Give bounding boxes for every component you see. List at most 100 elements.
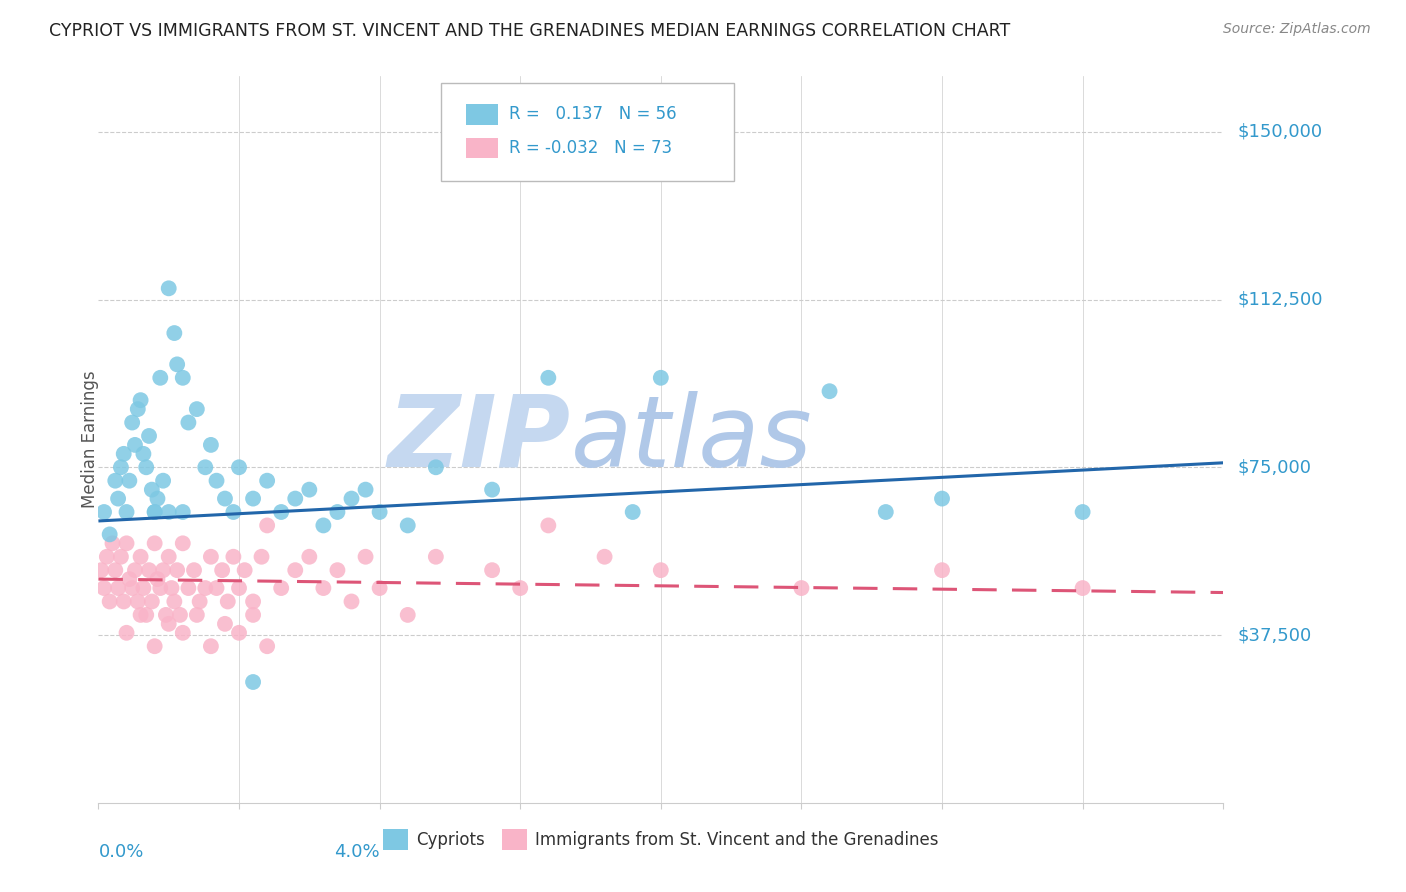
Point bbox=[101, 536, 124, 550]
Point bbox=[143, 536, 166, 550]
Point bbox=[211, 563, 233, 577]
Point bbox=[194, 581, 217, 595]
Point bbox=[124, 563, 146, 577]
Point bbox=[194, 460, 217, 475]
FancyBboxPatch shape bbox=[467, 137, 498, 158]
Point bbox=[107, 491, 129, 506]
Point bbox=[157, 505, 180, 519]
Point bbox=[650, 371, 672, 385]
Point bbox=[186, 402, 208, 417]
Point bbox=[256, 639, 278, 653]
Y-axis label: Median Earnings: Median Earnings bbox=[82, 370, 98, 508]
Point bbox=[425, 460, 447, 475]
Point bbox=[228, 625, 250, 640]
Point bbox=[172, 371, 194, 385]
Point bbox=[242, 491, 264, 506]
Point bbox=[593, 549, 616, 564]
Point bbox=[425, 549, 447, 564]
Point bbox=[298, 483, 321, 497]
Point bbox=[354, 483, 377, 497]
Point bbox=[118, 572, 141, 586]
Point bbox=[121, 416, 143, 430]
Point bbox=[93, 505, 115, 519]
Point bbox=[256, 518, 278, 533]
Point bbox=[790, 581, 813, 595]
Point bbox=[115, 505, 138, 519]
Point bbox=[242, 594, 264, 608]
Text: $150,000: $150,000 bbox=[1237, 123, 1322, 141]
Point bbox=[188, 594, 211, 608]
Point bbox=[163, 326, 186, 340]
Point bbox=[129, 549, 152, 564]
Point bbox=[481, 483, 503, 497]
Point bbox=[155, 607, 177, 622]
Point bbox=[509, 581, 531, 595]
Point bbox=[138, 563, 160, 577]
Point bbox=[177, 581, 200, 595]
Point bbox=[222, 505, 245, 519]
Point bbox=[368, 505, 391, 519]
Point bbox=[340, 491, 363, 506]
Text: $112,500: $112,500 bbox=[1237, 291, 1323, 309]
Point bbox=[931, 563, 953, 577]
Point bbox=[163, 594, 186, 608]
Point bbox=[172, 505, 194, 519]
Point bbox=[205, 474, 228, 488]
Point bbox=[250, 549, 273, 564]
Point bbox=[169, 607, 191, 622]
Point bbox=[157, 616, 180, 631]
FancyBboxPatch shape bbox=[467, 104, 498, 125]
Point bbox=[200, 639, 222, 653]
Point bbox=[312, 581, 335, 595]
Point bbox=[1071, 581, 1094, 595]
Text: $37,500: $37,500 bbox=[1237, 626, 1312, 644]
Point bbox=[104, 563, 127, 577]
Text: CYPRIOT VS IMMIGRANTS FROM ST. VINCENT AND THE GRENADINES MEDIAN EARNINGS CORREL: CYPRIOT VS IMMIGRANTS FROM ST. VINCENT A… bbox=[49, 22, 1011, 40]
Text: 4.0%: 4.0% bbox=[335, 843, 380, 861]
Point bbox=[340, 594, 363, 608]
Point bbox=[121, 581, 143, 595]
Point bbox=[132, 447, 155, 461]
Point bbox=[146, 491, 169, 506]
Point bbox=[200, 438, 222, 452]
Point bbox=[96, 549, 118, 564]
Point bbox=[228, 460, 250, 475]
Point bbox=[166, 563, 188, 577]
Point bbox=[481, 563, 503, 577]
Point bbox=[160, 581, 183, 595]
Point bbox=[149, 581, 172, 595]
Point bbox=[112, 447, 135, 461]
Point bbox=[115, 625, 138, 640]
Point bbox=[931, 491, 953, 506]
Point bbox=[146, 572, 169, 586]
Point bbox=[166, 357, 188, 371]
Point bbox=[143, 505, 166, 519]
Legend: Cypriots, Immigrants from St. Vincent and the Grenadines: Cypriots, Immigrants from St. Vincent an… bbox=[377, 822, 945, 856]
Point bbox=[396, 607, 419, 622]
Point bbox=[368, 581, 391, 595]
Point bbox=[284, 563, 307, 577]
Point bbox=[129, 607, 152, 622]
Point bbox=[141, 483, 163, 497]
Point bbox=[143, 639, 166, 653]
Text: R =   0.137   N = 56: R = 0.137 N = 56 bbox=[509, 105, 676, 123]
Point bbox=[98, 527, 121, 541]
Point bbox=[135, 607, 157, 622]
Point bbox=[172, 536, 194, 550]
Point bbox=[177, 416, 200, 430]
Point bbox=[242, 675, 264, 690]
Point bbox=[650, 563, 672, 577]
Point bbox=[132, 581, 155, 595]
Point bbox=[354, 549, 377, 564]
Text: 0.0%: 0.0% bbox=[98, 843, 143, 861]
Point bbox=[127, 594, 149, 608]
Point bbox=[143, 505, 166, 519]
Point bbox=[537, 518, 560, 533]
Point bbox=[228, 581, 250, 595]
Point bbox=[110, 460, 132, 475]
Point bbox=[396, 518, 419, 533]
Point bbox=[537, 371, 560, 385]
Point bbox=[152, 474, 174, 488]
Point bbox=[1071, 505, 1094, 519]
Point bbox=[124, 438, 146, 452]
